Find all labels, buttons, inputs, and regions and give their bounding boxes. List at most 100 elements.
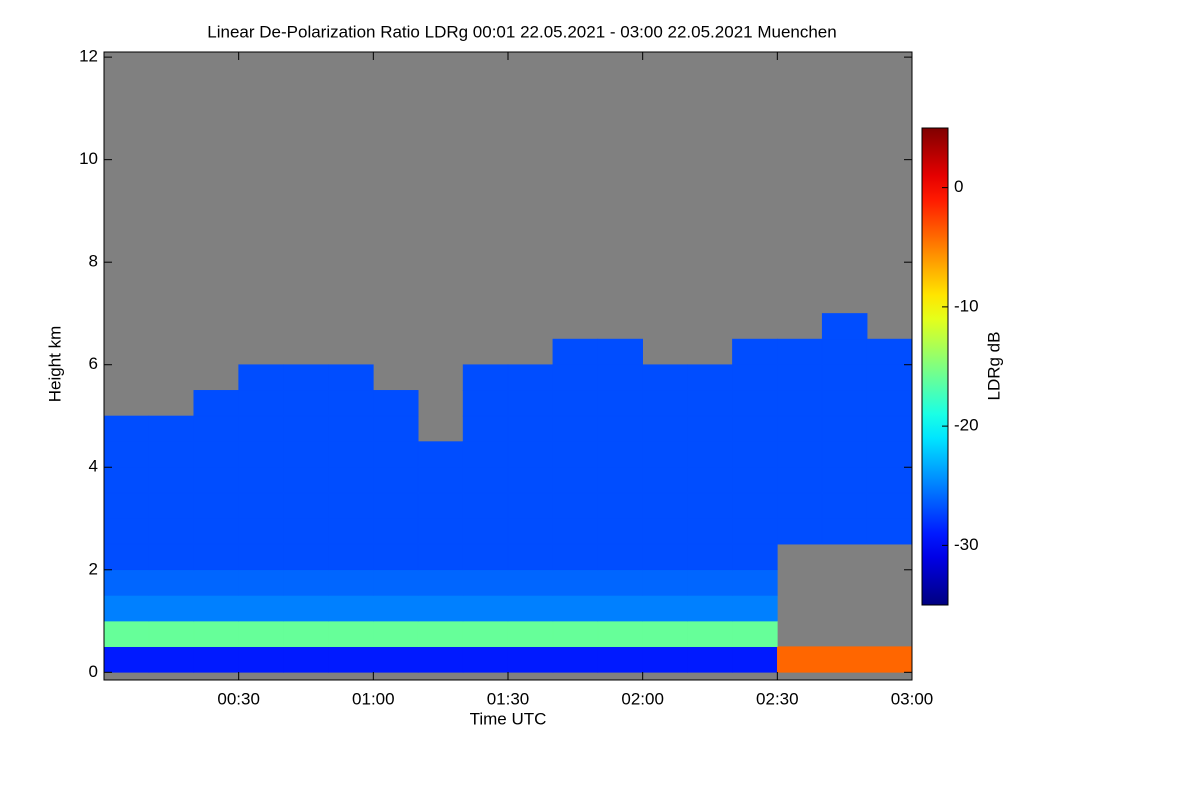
heat-cell <box>283 441 329 468</box>
heat-cell <box>777 364 823 391</box>
y-tick-label: 10 <box>79 149 98 168</box>
heat-cell <box>193 569 239 596</box>
heat-cell <box>552 646 599 673</box>
heat-cell <box>283 390 329 417</box>
heat-cell <box>193 466 239 494</box>
heat-cell <box>642 595 688 622</box>
heat-cell <box>642 415 688 442</box>
heat-cell <box>552 518 599 545</box>
heat-cell <box>417 518 464 545</box>
heat-cell <box>328 543 374 571</box>
heat-cell <box>193 390 239 417</box>
heat-cell <box>283 620 329 647</box>
heat-cell <box>687 466 733 494</box>
heat-cell <box>328 415 374 442</box>
heat-cell <box>417 543 464 571</box>
heat-cell <box>328 364 374 391</box>
x-tick-label: 01:00 <box>352 689 395 708</box>
heat-cell <box>732 338 778 366</box>
heat-cell <box>417 441 464 468</box>
heat-cell <box>597 646 643 673</box>
heat-cell <box>417 646 464 673</box>
heat-cell <box>103 569 150 596</box>
heat-cell <box>597 364 643 391</box>
heat-cell <box>193 646 239 673</box>
colorbar-tick-label: -30 <box>954 535 979 554</box>
heat-cell <box>687 620 733 647</box>
heat-cell <box>417 595 464 622</box>
heat-cell <box>642 646 688 673</box>
heat-cell <box>821 390 868 417</box>
heat-cell <box>597 595 643 622</box>
heat-cell <box>193 518 239 545</box>
x-axis-label: Time UTC <box>470 709 547 728</box>
heat-cell <box>238 646 284 673</box>
heat-cell <box>821 364 868 391</box>
heat-cell <box>732 466 778 494</box>
heat-cell <box>103 620 150 647</box>
heat-cell <box>373 466 419 494</box>
heat-cell <box>597 518 643 545</box>
heat-cell <box>373 492 419 519</box>
heat-cell <box>103 543 150 571</box>
heat-cell <box>328 569 374 596</box>
heat-cell <box>238 595 284 622</box>
heat-cell <box>866 492 913 519</box>
heat-cell <box>238 543 284 571</box>
heat-cell <box>507 518 554 545</box>
heat-cell <box>328 466 374 494</box>
heat-cell <box>193 595 239 622</box>
heat-cell <box>238 466 284 494</box>
heat-cell <box>597 415 643 442</box>
x-tick-label: 02:00 <box>621 689 664 708</box>
heat-cell <box>148 415 195 442</box>
heat-cell <box>732 441 778 468</box>
heat-cell <box>687 543 733 571</box>
heat-cell <box>597 441 643 468</box>
heat-cell <box>103 466 150 494</box>
heat-cell <box>103 441 150 468</box>
heat-cell <box>283 646 329 673</box>
heat-cell <box>507 492 554 519</box>
heat-cell <box>777 338 823 366</box>
chart-title: Linear De-Polarization Ratio LDRg 00:01 … <box>207 22 836 41</box>
heat-cell <box>238 390 284 417</box>
heat-cell <box>507 569 554 596</box>
colorbar <box>921 127 949 606</box>
heat-cell <box>687 595 733 622</box>
heat-cell <box>462 492 509 519</box>
heat-cell <box>732 492 778 519</box>
heat-cell <box>328 620 374 647</box>
heat-cell <box>821 466 868 494</box>
y-tick-label: 12 <box>79 47 98 66</box>
heat-cell <box>642 569 688 596</box>
heat-cell <box>866 518 913 545</box>
x-tick-label: 00:30 <box>217 689 260 708</box>
heat-cell <box>821 646 868 673</box>
heat-cell <box>687 364 733 391</box>
heat-cell <box>148 569 195 596</box>
heat-cell <box>148 646 195 673</box>
heat-cell <box>732 646 778 673</box>
heat-cell <box>552 338 599 366</box>
heat-cell <box>687 518 733 545</box>
heat-cell <box>238 620 284 647</box>
heat-cell <box>148 620 195 647</box>
heat-cell <box>328 646 374 673</box>
heat-cell <box>777 492 823 519</box>
heat-cell <box>821 518 868 545</box>
heat-cell <box>552 441 599 468</box>
heat-cell <box>687 441 733 468</box>
heat-cell <box>462 390 509 417</box>
heat-cell <box>283 543 329 571</box>
heat-cell <box>283 492 329 519</box>
heat-cell <box>103 595 150 622</box>
heat-cell <box>462 466 509 494</box>
heat-cell <box>417 466 464 494</box>
heat-cell <box>373 620 419 647</box>
heat-cell <box>597 569 643 596</box>
heat-cell <box>417 620 464 647</box>
heat-cell <box>283 595 329 622</box>
heat-cell <box>821 492 868 519</box>
heat-cell <box>417 569 464 596</box>
